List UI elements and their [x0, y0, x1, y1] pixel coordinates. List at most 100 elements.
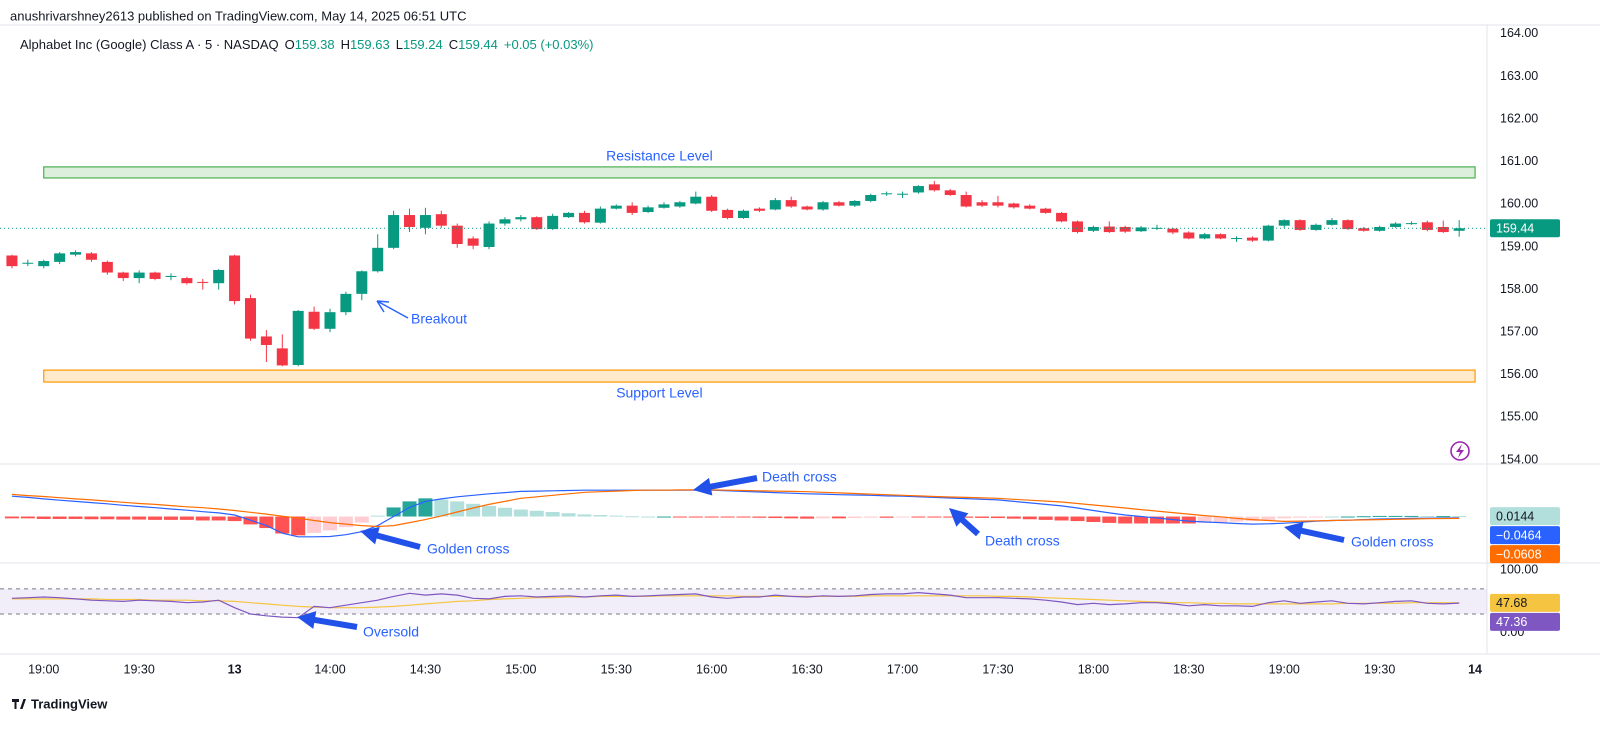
candle-body: [1326, 220, 1338, 225]
candle-body: [324, 312, 336, 329]
candle-body: [229, 255, 241, 302]
histogram-bar: [323, 516, 338, 531]
histogram-bar: [179, 516, 194, 520]
candle-body: [706, 196, 718, 211]
candle-body: [1278, 220, 1290, 226]
rsi-line: [11, 595, 1460, 609]
histogram-bar: [275, 516, 290, 534]
candle-body: [1008, 203, 1020, 208]
candle-body: [451, 225, 463, 244]
histogram-bar: [1261, 516, 1276, 520]
candle-body: [658, 204, 670, 208]
candle-body: [674, 202, 686, 207]
candle-body: [531, 217, 543, 230]
x-tick-label: 15:00: [505, 662, 536, 676]
histogram-bar: [577, 514, 592, 517]
candle-body: [404, 215, 416, 227]
histogram-bar: [561, 513, 576, 517]
histogram-bar: [529, 510, 544, 517]
x-tick-label: 16:00: [696, 662, 727, 676]
histogram-bar: [1340, 516, 1355, 518]
candle-body: [1167, 228, 1179, 233]
histogram-bar: [784, 516, 799, 519]
candle-body: [626, 205, 638, 213]
histogram-bar: [736, 516, 751, 518]
candle-body: [1071, 221, 1083, 233]
candle-body: [1437, 226, 1449, 233]
histogram-bar: [975, 516, 990, 518]
symbol-legend: Alphabet Inc (Google) Class A · 5 · NASD…: [20, 37, 594, 52]
histogram-bar: [1070, 516, 1085, 522]
candle-body: [1421, 222, 1433, 230]
histogram-bar: [895, 516, 910, 518]
candle-body: [1358, 228, 1370, 231]
histogram-bar: [1356, 516, 1371, 518]
histogram-bar: [863, 516, 878, 518]
histogram-bar: [1038, 516, 1053, 520]
histogram-bar: [768, 516, 783, 519]
candle-body: [197, 281, 209, 283]
candle-body: [483, 223, 495, 247]
candle-body: [753, 208, 765, 211]
histogram-bar: [656, 516, 671, 518]
histogram-bar: [1293, 516, 1308, 518]
y-tick-label: 156.00: [1500, 367, 1538, 381]
candle-body: [54, 253, 66, 262]
histogram-bar: [609, 515, 624, 517]
histogram-bar: [36, 516, 51, 519]
candle-body: [817, 202, 829, 210]
y-tick-label: 155.00: [1500, 410, 1538, 424]
histogram-bar: [307, 516, 322, 533]
histogram-bar: [927, 516, 942, 518]
candle-body: [992, 202, 1004, 206]
histogram-bar: [1102, 516, 1117, 523]
histogram-bar: [672, 516, 687, 518]
histogram-bar: [148, 516, 163, 520]
candle-body: [1405, 223, 1417, 225]
histogram-bar: [1197, 516, 1212, 523]
candle-body: [610, 205, 622, 209]
histogram-bar: [1324, 516, 1339, 518]
alert-circle: [1450, 441, 1470, 461]
legend-key: L: [396, 37, 403, 52]
candle-body: [6, 255, 18, 267]
legend-value: 159.63: [350, 37, 390, 52]
candle-body: [738, 210, 749, 219]
histogram-bar: [847, 516, 862, 519]
candle-body: [70, 252, 82, 255]
histogram-bar: [259, 516, 274, 529]
candle-body: [769, 200, 781, 210]
histogram-bar: [720, 516, 735, 518]
histogram-bar: [1086, 516, 1101, 522]
histogram-bar: [497, 507, 512, 517]
histogram-bar: [338, 516, 353, 528]
candle-body: [594, 208, 606, 223]
histogram-bar: [545, 511, 560, 517]
histogram-bar: [704, 516, 719, 518]
histogram-bar: [52, 516, 67, 519]
histogram-bar: [20, 516, 35, 519]
candle-body: [865, 195, 877, 201]
x-tick-label: 19:00: [1269, 662, 1300, 676]
y-tick-label: 164.00: [1500, 26, 1538, 40]
candle-body: [849, 200, 861, 206]
candle-body: [467, 238, 479, 246]
annotation-arrow: [376, 300, 409, 319]
symbol-title: Alphabet Inc (Google) Class A · 5 · NASD…: [20, 37, 279, 52]
histogram-bar: [116, 516, 131, 520]
legend-key: O: [285, 37, 295, 52]
y-tick-label: 161.00: [1500, 154, 1538, 168]
annotation: Death cross: [762, 469, 837, 485]
histogram-bar: [132, 516, 147, 520]
alert-icon[interactable]: [1450, 441, 1470, 461]
histogram-bar: [482, 505, 497, 517]
histogram-bar: [195, 516, 210, 521]
candle-body: [1262, 225, 1274, 241]
annotation: Golden cross: [427, 541, 509, 557]
candle-body: [578, 212, 590, 223]
candle-body: [1119, 226, 1131, 232]
histogram-bar: [831, 516, 846, 519]
y-tick-label: 163.00: [1500, 69, 1538, 83]
candle-body: [340, 293, 352, 313]
